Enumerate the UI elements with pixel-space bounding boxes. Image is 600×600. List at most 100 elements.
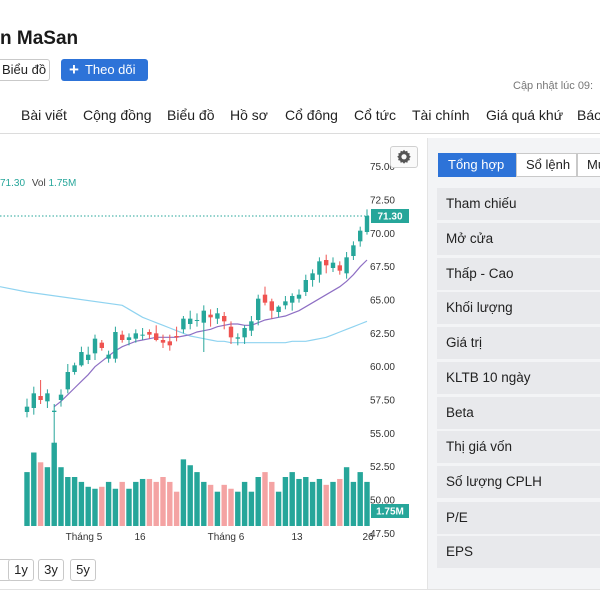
candle-body — [358, 230, 363, 242]
plus-icon: + — [69, 60, 79, 79]
volume-bar — [289, 472, 295, 526]
legend-price: 71.30 — [0, 178, 26, 189]
candle — [147, 329, 152, 339]
candle — [351, 241, 356, 260]
candle-body — [290, 296, 295, 303]
candle — [79, 346, 84, 367]
range-button-5y[interactable]: 5y — [70, 559, 96, 581]
candle — [215, 308, 220, 324]
volume-bar — [303, 477, 309, 526]
candle — [337, 261, 342, 275]
y-tick-label: 70.00 — [370, 229, 395, 240]
tab-price-history[interactable]: Giá quá khứ — [486, 107, 564, 123]
candle — [310, 269, 315, 287]
last-volume-tag-label: 1.75M — [376, 507, 404, 518]
candle-body — [344, 257, 349, 274]
row-value: Giá trị — [437, 327, 600, 359]
candle-body — [303, 280, 308, 292]
tab-shareholders[interactable]: Cổ đông — [285, 107, 338, 123]
chart-settings-button[interactable] — [390, 146, 418, 168]
volume-bar — [337, 478, 343, 526]
volume-bar — [235, 491, 241, 526]
candle — [133, 329, 138, 343]
legend-vol-value: 1.75M — [48, 178, 77, 189]
tab-dividends[interactable]: Cổ tức — [354, 107, 397, 123]
volume-bar — [105, 481, 112, 526]
chart-button[interactable]: Biểu đồ — [0, 59, 50, 81]
tab-financials[interactable]: Tài chính — [412, 107, 470, 123]
range-button-3y[interactable]: 3y — [38, 559, 64, 581]
divider — [0, 589, 600, 590]
page-title: n MaSan — [0, 28, 79, 49]
tab-summary[interactable]: Tổng hợp — [438, 153, 516, 177]
candle — [167, 334, 172, 351]
tab-more[interactable]: Mu — [577, 153, 600, 177]
legend-vol-label: Vol — [31, 178, 46, 189]
candle — [113, 326, 118, 363]
x-tick-label: 13 — [291, 532, 303, 543]
y-tick-label: 57.50 — [370, 396, 395, 407]
candle-body — [256, 298, 261, 320]
candle — [24, 398, 30, 418]
x-tick-label: Tháng 5 — [66, 532, 103, 543]
tab-posts[interactable]: Bài viết — [21, 107, 67, 123]
candle — [194, 313, 200, 327]
candle — [222, 312, 227, 330]
volume-bar — [167, 481, 173, 526]
candle-body — [86, 354, 91, 360]
follow-button[interactable]: + Theo dõi — [61, 59, 148, 81]
volume-bar — [187, 465, 193, 526]
candle-body — [92, 338, 98, 354]
volume-bar — [37, 462, 44, 526]
volume-bar — [71, 477, 78, 526]
candle-body — [113, 332, 118, 359]
candle — [296, 289, 302, 303]
candle-body — [31, 393, 36, 408]
volume-bar — [207, 484, 214, 526]
row-pe: P/E — [437, 502, 600, 534]
candle-body — [126, 337, 132, 340]
candle — [235, 333, 240, 346]
volume-bar — [282, 477, 289, 526]
volume-bar — [323, 484, 329, 526]
candle-body — [58, 394, 64, 400]
tab-order-book[interactable]: Sổ lệnh — [516, 153, 577, 177]
tab-profile[interactable]: Hồ sơ — [230, 107, 268, 123]
candle-body — [72, 365, 77, 372]
candle-body — [324, 260, 329, 266]
range-button-1y[interactable]: 1y — [8, 559, 34, 581]
last-price-tag-label: 71.30 — [377, 212, 402, 223]
candle-body — [181, 318, 186, 330]
volume-bar — [228, 488, 234, 526]
tab-reports[interactable]: Báo — [577, 107, 600, 123]
candle — [106, 350, 111, 363]
volume-bar — [173, 491, 180, 526]
candle-body — [330, 262, 336, 268]
tab-community[interactable]: Cộng đồng — [83, 107, 152, 123]
candle — [86, 346, 91, 364]
candle-body — [276, 306, 281, 312]
tab-chart[interactable]: Biểu đồ — [167, 107, 215, 123]
volume-bar — [330, 481, 336, 526]
candle — [72, 362, 77, 375]
candle — [181, 316, 186, 334]
volume-bar — [119, 481, 125, 526]
x-tick-label: 16 — [134, 532, 146, 543]
volume-bar — [364, 481, 370, 526]
volume-bar — [146, 478, 153, 526]
y-tick-label: 72.50 — [370, 196, 395, 207]
candle-body — [242, 328, 247, 338]
candle-body — [201, 310, 206, 323]
candle — [208, 309, 213, 327]
candle-body — [160, 340, 166, 343]
candle — [283, 296, 288, 310]
candle-body — [133, 333, 138, 339]
candle-body — [65, 372, 70, 390]
volume-bar — [269, 481, 275, 526]
row-beta: Beta — [437, 397, 600, 429]
volume-bar — [139, 478, 146, 526]
nav-tabs: Bài viết Cộng đồng Biểu đồ Hồ sơ Cổ đông… — [0, 98, 600, 134]
price-chart[interactable]: 75.00 72.50 70.00 67.50 65.00 62.50 60.00 57.50… — [0, 150, 425, 550]
y-tick-label: 50.00 — [370, 496, 395, 507]
candle — [120, 330, 125, 343]
